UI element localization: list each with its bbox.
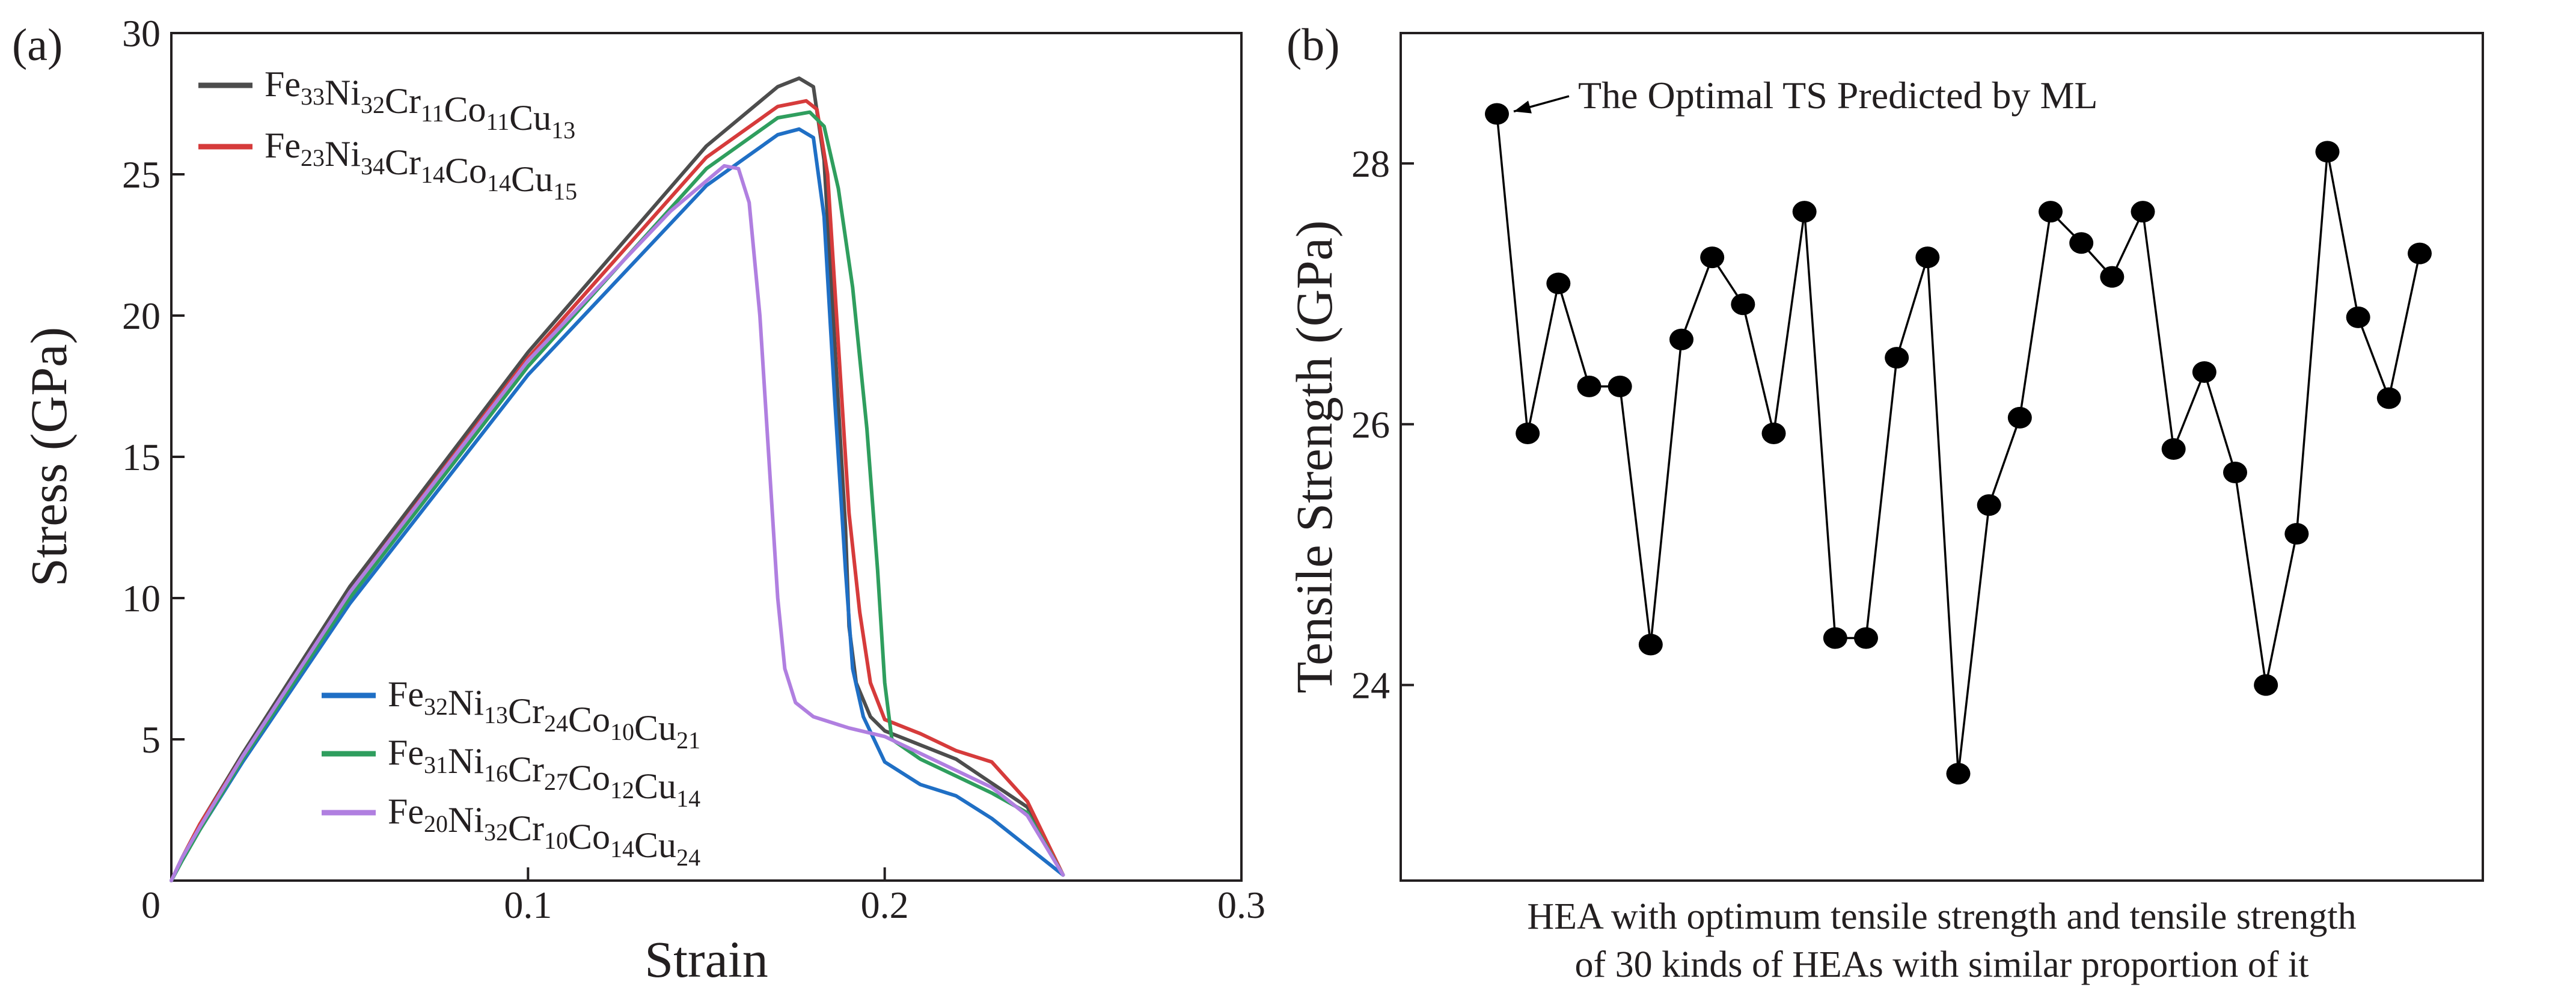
hea-point — [2284, 522, 2309, 545]
hea-point — [1546, 272, 1571, 295]
a-xtick-label: 0.1 — [504, 884, 552, 926]
a-xtick-label: 0.3 — [1217, 884, 1265, 926]
optimal-hea-point — [1485, 103, 1509, 125]
a-ytick-label: 5 — [141, 718, 161, 761]
panel-b-plot-frame — [1400, 32, 2484, 882]
hea-point — [1915, 246, 1940, 269]
annotation-arrow-head — [1514, 100, 1532, 114]
hea-point — [1761, 422, 1786, 444]
hea-point — [2100, 266, 2125, 288]
hea-point — [2192, 361, 2217, 383]
b-ytick-label: 26 — [1351, 403, 1390, 446]
panel-a-stress-strain-chart: (a) 5 10 15 20 25 30 0 0.1 0.2 0.3 Fe33Ni32Cr11Co… — [12, 12, 1265, 988]
legend-entry-Fe33Ni32Cr11Co11Cu13: Fe33Ni32Cr11Co11Cu13 — [198, 64, 575, 144]
legend-entry-Fe23Ni34Cr14Co14Cu15: Fe23Ni34Cr14Co14Cu15 — [198, 126, 577, 205]
a-xtick-label: 0.2 — [861, 884, 909, 926]
legend-entry-Fe20Ni32Cr10Co14Cu24: Fe20Ni32Cr10Co14Cu24 — [322, 792, 700, 871]
hea-point — [1823, 627, 1847, 649]
a-ytick-label: 15 — [122, 436, 161, 478]
hea-point — [2069, 232, 2094, 254]
legend-label: Fe33Ni32Cr11Co11Cu13 — [265, 64, 575, 144]
panel-a-ylabel: Stress (GPa) — [20, 327, 78, 587]
hea-point — [2039, 201, 2063, 223]
optimal-ts-annotation: The Optimal TS Predicted by ML — [1578, 74, 2097, 117]
a-xtick-label: 0 — [141, 884, 161, 926]
hea-point — [1854, 627, 1878, 649]
hea-point — [1516, 422, 1540, 444]
legend-entry-Fe32Ni13Cr24Co10Cu21: Fe32Ni13Cr24Co10Cu21 — [322, 674, 700, 754]
panel-b-ylabel: Tensile Strength (GPa) — [1285, 221, 1343, 694]
hea-point — [1946, 763, 1971, 785]
panel-b-xlabel-line-1: HEA with optimum tensile strength and te… — [1527, 896, 2356, 937]
hea-point — [2376, 387, 2401, 409]
hea-point — [2346, 306, 2370, 328]
hea-point — [1669, 328, 1693, 350]
hea-point — [2131, 201, 2155, 223]
hea-point — [1792, 201, 1817, 223]
hea-point — [2408, 242, 2432, 264]
hea-point — [1608, 375, 1632, 397]
hea-point — [2007, 406, 2032, 429]
a-ytick-label: 25 — [122, 153, 161, 196]
legend-label: Fe31Ni16Cr27Co12Cu14 — [388, 733, 700, 812]
tensile-strength-line — [1496, 114, 2421, 774]
hea-point — [2161, 438, 2186, 460]
series-line-Fe31Ni16Cr27Co12Cu14 — [170, 110, 1065, 882]
panel-a-xlabel: Strain — [644, 930, 768, 988]
hea-point — [2315, 141, 2340, 163]
series-line-Fe32Ni13Cr24Co10Cu21 — [170, 127, 1065, 882]
hea-point — [1700, 246, 1725, 269]
b-ytick-label: 28 — [1351, 142, 1390, 185]
hea-point — [1977, 494, 2001, 516]
a-ytick-label: 10 — [122, 577, 161, 620]
panel-a-label: (a) — [12, 20, 63, 70]
b-ytick-label: 24 — [1351, 664, 1390, 707]
hea-point — [1577, 375, 1602, 397]
panel-b-tensile-strength-chart: (b) 24 26 28 The Optimal TS Predicted by M… — [1285, 20, 2484, 985]
legend-label: Fe20Ni32Cr10Co14Cu24 — [388, 792, 700, 871]
legend-entry-Fe31Ni16Cr27Co12Cu14: Fe31Ni16Cr27Co12Cu14 — [322, 733, 700, 812]
panel-b-label: (b) — [1286, 20, 1340, 70]
a-ytick-label: 30 — [122, 12, 161, 55]
legend-label: Fe23Ni34Cr14Co14Cu15 — [265, 126, 577, 205]
series-line-Fe20Ni32Cr10Co14Cu24 — [170, 163, 1065, 882]
a-ytick-label: 20 — [122, 295, 161, 337]
hea-point — [1885, 347, 1909, 369]
hea-point — [1731, 293, 1755, 316]
hea-point — [2254, 674, 2278, 696]
hea-point — [1638, 634, 1663, 656]
legend-label: Fe32Ni13Cr24Co10Cu21 — [388, 674, 700, 754]
hea-point — [2223, 462, 2247, 484]
series-line-Fe33Ni32Cr11Co11Cu13 — [170, 76, 1065, 882]
panel-b-xlabel-line-2: of 30 kinds of HEAs with similar proport… — [1575, 944, 2309, 985]
